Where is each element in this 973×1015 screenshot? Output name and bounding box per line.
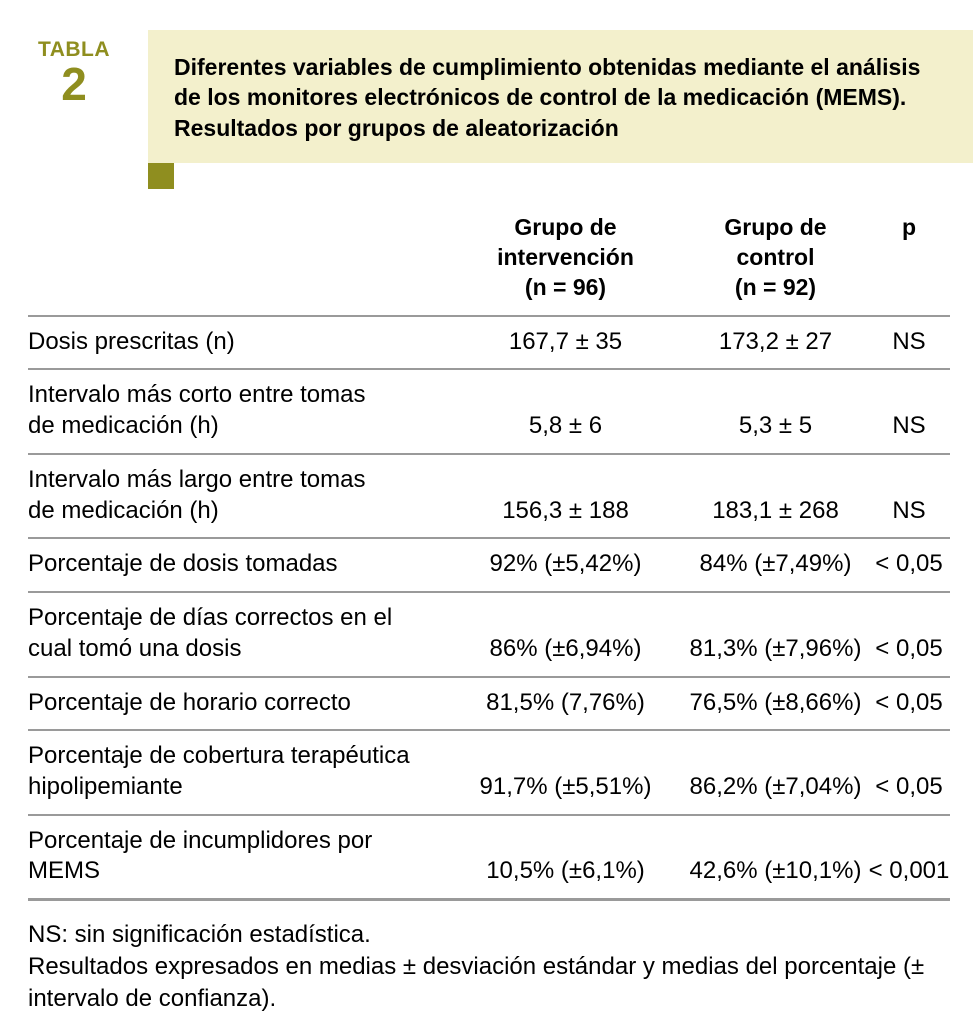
table-row: Porcentaje de días correctos en el cual … (28, 592, 950, 678)
column-header-intervention-n: (n = 96) (524, 273, 607, 300)
row-intervention-value: 91,7% (±5,51%) (448, 730, 683, 816)
table-badge: TABLA 2 (0, 30, 148, 163)
row-label: Dosis prescritas (n) (28, 315, 448, 371)
table-row: Porcentaje de cobertura terapéutica hipo… (28, 730, 950, 816)
row-intervention-value: 156,3 ± 188 (448, 453, 683, 540)
table-row: Porcentaje de dosis tomadas 92% (±5,42%)… (28, 538, 950, 594)
column-header-variable (28, 203, 448, 317)
table-row: Intervalo más largo entre tomas de medic… (28, 453, 950, 540)
column-header-intervention-name: Grupo de intervención (497, 214, 634, 270)
column-header-p: p (868, 203, 950, 317)
table-masthead: TABLA 2 Diferentes variables de cumplimi… (0, 30, 973, 164)
row-p-value: NS (868, 315, 950, 371)
row-control-value: 81,3% (±7,96%) (683, 592, 868, 678)
row-label: Porcentaje de cobertura terapéutica hipo… (28, 730, 448, 816)
row-control-value: 76,5% (±8,66%) (683, 676, 868, 732)
row-label: Intervalo más largo entre tomas de medic… (28, 453, 448, 540)
table-footnotes: NS: sin significación estadística. Resul… (28, 919, 945, 1015)
row-p-value: NS (868, 453, 950, 540)
row-control-value: 5,3 ± 5 (683, 369, 868, 455)
table-badge-number: 2 (61, 58, 87, 111)
column-header-intervention: Grupo de intervención (n = 96) (448, 203, 683, 317)
row-label: Porcentaje de días correctos en el cual … (28, 592, 448, 678)
compliance-table: Grupo de intervención (n = 96) Grupo de … (28, 203, 950, 902)
row-label: Intervalo más corto entre tomas de medic… (28, 369, 448, 455)
table-row: Porcentaje de horario correcto 81,5% (7,… (28, 676, 950, 732)
row-control-value: 173,2 ± 27 (683, 315, 868, 371)
table-row: Dosis prescritas (n) 167,7 ± 35 173,2 ± … (28, 315, 950, 371)
row-label: Porcentaje de incumplidores por MEMS (28, 814, 448, 902)
row-p-value: < 0,05 (868, 592, 950, 678)
row-p-value: < 0,05 (868, 730, 950, 816)
row-intervention-value: 167,7 ± 35 (448, 315, 683, 371)
table-header: Grupo de intervención (n = 96) Grupo de … (28, 203, 950, 317)
row-p-value: < 0,05 (868, 676, 950, 732)
column-header-control-name: Grupo de control (724, 214, 827, 270)
table-title-box: Diferentes variables de cumplimiento obt… (148, 30, 973, 164)
row-label: Porcentaje de dosis tomadas (28, 538, 448, 594)
row-p-value: < 0,05 (868, 538, 950, 594)
footnote-ns: NS: sin significación estadística. (28, 921, 371, 949)
accent-square (148, 163, 174, 190)
table-header-row: Grupo de intervención (n = 96) Grupo de … (28, 203, 950, 317)
footnote-results: Resultados expresados en medias ± desvia… (28, 953, 925, 1012)
table-body: Dosis prescritas (n) 167,7 ± 35 173,2 ± … (28, 315, 950, 902)
row-intervention-value: 5,8 ± 6 (448, 369, 683, 455)
column-header-control-n: (n = 92) (734, 273, 817, 300)
row-p-value: NS (868, 369, 950, 455)
column-header-control: Grupo de control (n = 92) (683, 203, 868, 317)
row-intervention-value: 86% (±6,94%) (448, 592, 683, 678)
table-row: Porcentaje de incumplidores por MEMS 10,… (28, 814, 950, 902)
table-badge-word: TABLA (37, 38, 111, 61)
row-control-value: 183,1 ± 268 (683, 453, 868, 540)
table-title: Diferentes variables de cumplimiento obt… (174, 54, 921, 141)
row-intervention-value: 81,5% (7,76%) (448, 676, 683, 732)
row-intervention-value: 92% (±5,42%) (448, 538, 683, 594)
table-row: Intervalo más corto entre tomas de medic… (28, 369, 950, 455)
row-control-value: 86,2% (±7,04%) (683, 730, 868, 816)
row-label: Porcentaje de horario correcto (28, 676, 448, 732)
row-control-value: 84% (±7,49%) (683, 538, 868, 594)
